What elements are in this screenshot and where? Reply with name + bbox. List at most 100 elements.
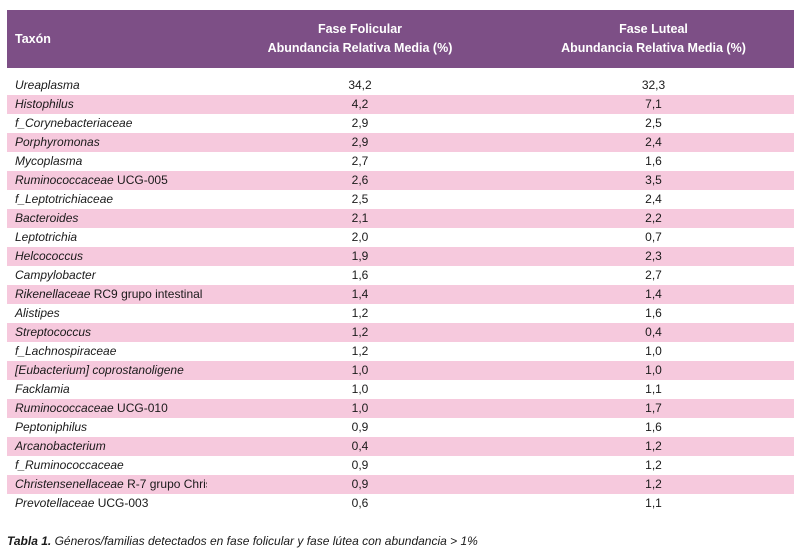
luteal-value: 1,1 — [645, 382, 662, 396]
taxon-cell: Facklamia — [7, 380, 207, 399]
taxon-name: Prevotellaceae — [15, 496, 95, 510]
table-row: Rikenellaceae RC9 grupo intestinal 1,4 1,4 — [7, 285, 794, 304]
taxon-name: Streptococcus — [15, 325, 92, 339]
table-row: Alistipes 1,2 1,6 — [7, 304, 794, 323]
header-taxon: Taxón — [15, 31, 51, 46]
follicular-value: 0,6 — [351, 496, 369, 510]
taxon-cell: Peptoniphilus — [7, 418, 207, 437]
table-body: Ureaplasma 34,2 32,3 Histophilus 4,2 7,1 f_Cor… — [7, 76, 794, 513]
luteal-value: 2,3 — [645, 249, 662, 263]
taxon-cell: Ruminococcaceae UCG-005 — [7, 171, 207, 190]
taxon-cell: Histophilus — [7, 95, 207, 114]
follicular-value: 0,4 — [351, 439, 369, 453]
table-row: Helcococcus 1,9 2,3 — [7, 247, 794, 266]
taxon-name: f_Lachnospiraceae — [15, 344, 117, 358]
table-row: Streptococcus 1,2 0,4 — [7, 323, 794, 342]
luteal-value: 1,0 — [645, 363, 662, 377]
taxon-name: Ruminococcaceae — [15, 401, 114, 415]
taxon-name: f_Ruminococcaceae — [15, 458, 124, 472]
taxon-cell: Campylobacter — [7, 266, 207, 285]
taxon-name: Alistipes — [15, 306, 60, 320]
table-row: Ureaplasma 34,2 32,3 — [7, 76, 794, 95]
taxon-cell: Ruminococcaceae UCG-010 — [7, 399, 207, 418]
taxon-name: Mycoplasma — [15, 154, 83, 168]
table-row: f_Corynebacteriaceae 2,9 2,5 — [7, 114, 794, 133]
luteal-value: 1,6 — [645, 306, 662, 320]
follicular-value: 0,9 — [351, 458, 369, 472]
header-follicular: Fase Folicular Abundancia Relativa Media… — [207, 20, 513, 58]
header-follicular-subtitle: Abundancia Relativa Media (%) — [267, 41, 453, 55]
table-row: Ruminococcaceae UCG-005 2,6 3,5 — [7, 171, 794, 190]
table-header: Taxón Fase Folicular Abundancia Relativa… — [7, 10, 794, 68]
taxon-cell: Bacteroides — [7, 209, 207, 228]
taxon-name: Leptotrichia — [15, 230, 78, 244]
taxon-suffix: UCG-010 — [113, 401, 168, 415]
follicular-value: 0,9 — [351, 477, 369, 491]
taxon-name: Arcanobacterium — [15, 439, 106, 453]
taxon-suffix: UCG-003 — [94, 496, 149, 510]
taxon-cell: Alistipes — [7, 304, 207, 323]
taxon-name: Facklamia — [15, 382, 70, 396]
caption-text: Géneros/familias detectados en fase foli… — [51, 534, 478, 548]
follicular-value: 1,0 — [351, 363, 369, 377]
taxon-suffix: RC9 grupo intestinal — [90, 287, 203, 301]
taxon-name: Campylobacter — [15, 268, 96, 282]
taxon-name: Ruminococcaceae — [15, 173, 114, 187]
table-row: Leptotrichia 2,0 0,7 — [7, 228, 794, 247]
table-row: Histophilus 4,2 7,1 — [7, 95, 794, 114]
follicular-value: 2,1 — [351, 211, 369, 225]
follicular-value: 0,9 — [351, 420, 369, 434]
header-follicular-title: Fase Folicular — [317, 22, 403, 36]
taxon-cell: Prevotellaceae UCG-003 — [7, 494, 207, 513]
table-row: [Eubacterium] coprostanoligene 1,0 1,0 — [7, 361, 794, 380]
table-row: Arcanobacterium 0,4 1,2 — [7, 437, 794, 456]
taxon-cell: Porphyromonas — [7, 133, 207, 152]
luteal-value: 2,4 — [645, 135, 662, 149]
follicular-value: 2,0 — [351, 230, 369, 244]
follicular-value: 1,2 — [351, 344, 369, 358]
taxon-suffix: UCG-005 — [113, 173, 168, 187]
follicular-value: 1,9 — [351, 249, 369, 263]
follicular-value: 2,5 — [351, 192, 369, 206]
taxon-name: Bacteroides — [15, 211, 79, 225]
follicular-value: 2,7 — [351, 154, 369, 168]
taxon-cell: Leptotrichia — [7, 228, 207, 247]
taxon-name: Ureaplasma — [15, 78, 80, 92]
luteal-value: 2,2 — [645, 211, 662, 225]
taxon-name: Peptoniphilus — [15, 420, 88, 434]
table-row: Porphyromonas 2,9 2,4 — [7, 133, 794, 152]
follicular-value: 1,4 — [351, 287, 369, 301]
taxon-name: f_Corynebacteriaceae — [15, 116, 133, 130]
follicular-value: 1,2 — [351, 306, 369, 320]
luteal-value: 32,3 — [641, 78, 666, 92]
follicular-value: 1,0 — [351, 382, 369, 396]
follicular-value: 1,6 — [351, 268, 369, 282]
taxon-cell: Arcanobacterium — [7, 437, 207, 456]
luteal-value: 1,2 — [645, 439, 662, 453]
header-luteal-title: Fase Luteal — [619, 22, 688, 36]
table-row: f_Leptotrichiaceae 2,5 2,4 — [7, 190, 794, 209]
table-row: Peptoniphilus 0,9 1,6 — [7, 418, 794, 437]
caption-label: Tabla 1. — [7, 534, 52, 548]
table-row: f_Lachnospiraceae 1,2 1,0 — [7, 342, 794, 361]
taxon-cell: f_Corynebacteriaceae — [7, 114, 207, 133]
follicular-value: 2,9 — [351, 135, 369, 149]
abundance-table: Taxón Fase Folicular Abundancia Relativa… — [7, 10, 794, 513]
luteal-value: 1,6 — [645, 154, 662, 168]
luteal-value: 2,4 — [645, 192, 662, 206]
table-caption: Tabla 1. Géneros/familias detectados en … — [7, 534, 478, 548]
taxon-name: Rikenellaceae — [15, 287, 91, 301]
luteal-value: 0,4 — [645, 325, 662, 339]
header-luteal: Fase Luteal Abundancia Relativa Media (%… — [513, 20, 794, 58]
luteal-value: 2,7 — [645, 268, 662, 282]
taxon-cell: Mycoplasma — [7, 152, 207, 171]
taxon-name: Christensenellaceae — [15, 477, 124, 491]
table-row: Mycoplasma 2,7 1,6 — [7, 152, 794, 171]
table-row: Bacteroides 2,1 2,2 — [7, 209, 794, 228]
taxon-cell: Helcococcus — [7, 247, 207, 266]
follicular-value: 4,2 — [351, 97, 369, 111]
taxon-name: Helcococcus — [15, 249, 84, 263]
table-row: f_Ruminococcaceae 0,9 1,2 — [7, 456, 794, 475]
follicular-value: 1,2 — [351, 325, 369, 339]
luteal-value: 3,5 — [645, 173, 662, 187]
